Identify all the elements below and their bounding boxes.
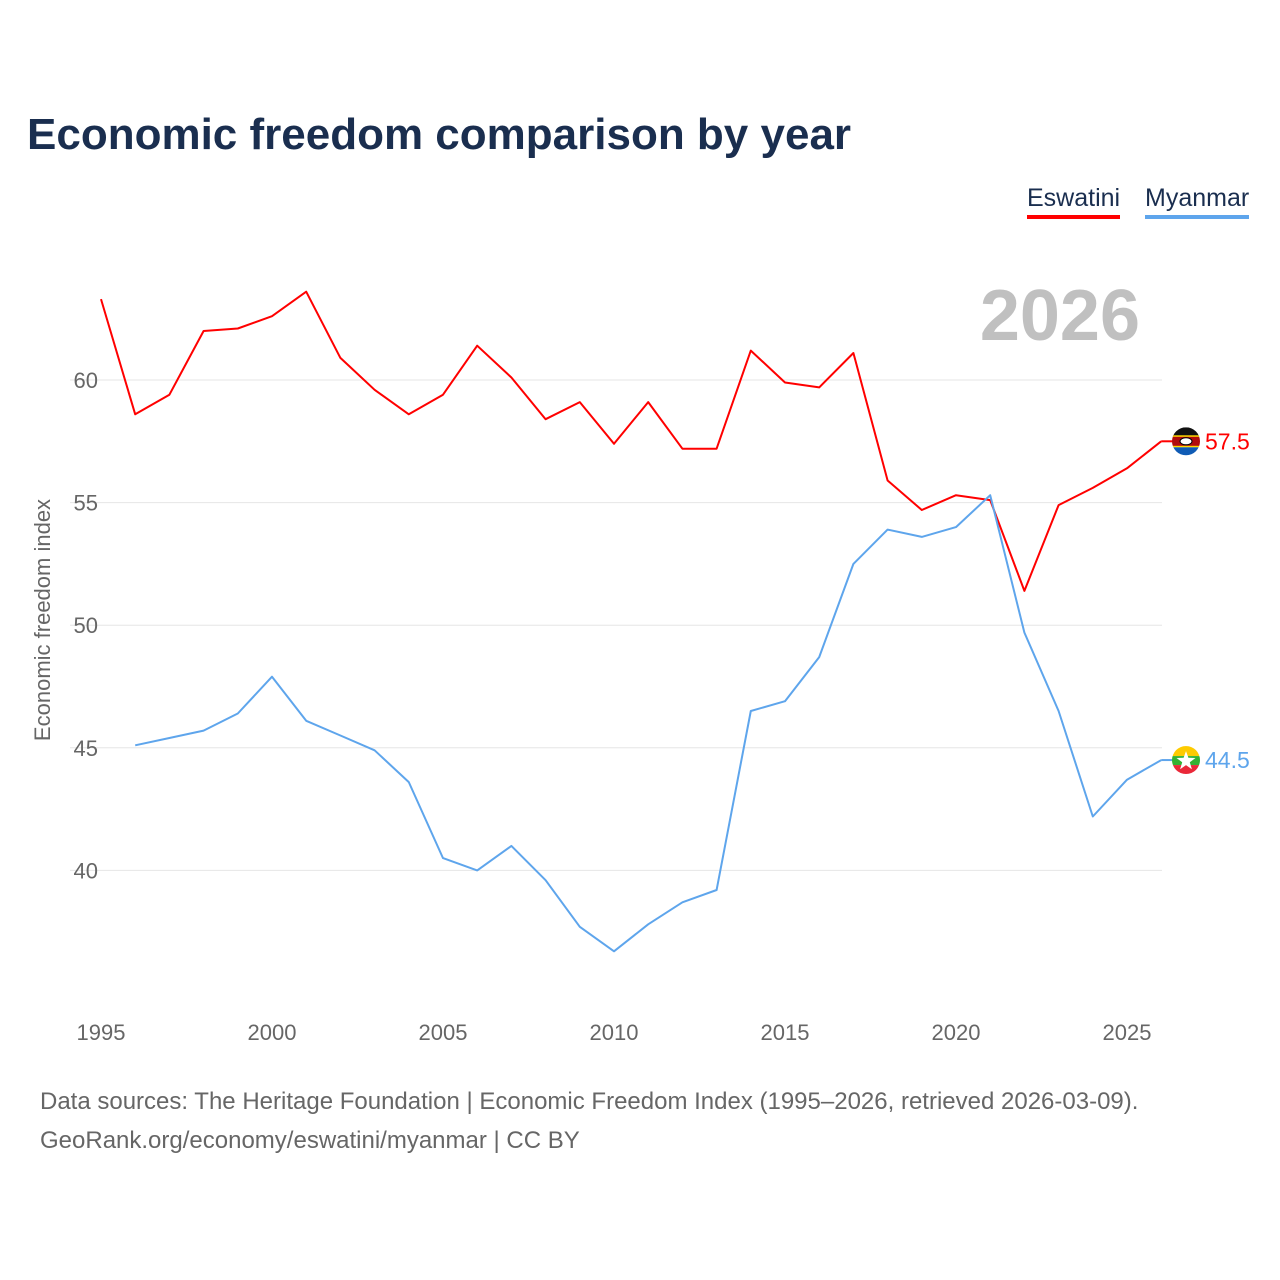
footer-sources: Data sources: The Heritage Foundation | … [40,1088,1139,1115]
y-axis-label: Economic freedom index [30,499,55,741]
x-tick-label: 2020 [932,1020,981,1045]
chart-title: Economic freedom comparison by year [27,110,852,159]
x-tick-label: 2000 [248,1020,297,1045]
flag-stripe [1172,746,1200,757]
x-tick-label: 2015 [761,1020,810,1045]
flag-star [1176,751,1196,770]
eswatini-flag-icon [1172,427,1200,456]
footer-link[interactable]: GeoRank.org/economy/eswatini/myanmar | C… [40,1127,580,1154]
flag-stripe [1172,445,1200,448]
y-tick-label: 45 [74,736,98,761]
x-tick-label: 2025 [1103,1020,1152,1045]
x-tick-label: 2010 [590,1020,639,1045]
flag-stripe [1172,427,1200,437]
year-watermark: 2026 [980,276,1140,356]
legend-item-myanmar[interactable]: Myanmar [1145,184,1250,219]
series-line-myanmar [134,494,1162,953]
flag-body [1172,746,1200,775]
x-tick-label: 1995 [77,1020,126,1045]
y-tick-label: 60 [74,368,98,393]
y-tick-label: 55 [74,491,98,516]
flag-stripe [1172,435,1200,437]
flag-body [1172,427,1200,456]
myanmar-flag-icon [1172,746,1200,775]
y-tick-label: 40 [74,858,98,883]
legend-item-eswatini[interactable]: Eswatini [1027,184,1121,219]
flag-stripe [1172,447,1200,456]
flag-stripe [1172,765,1200,775]
x-tick-label: 2005 [419,1020,468,1045]
end-value-label: 44.5 [1205,747,1250,773]
end-value-label: 57.5 [1205,428,1250,454]
y-tick-label: 50 [74,613,98,638]
flag-shield [1179,437,1193,446]
